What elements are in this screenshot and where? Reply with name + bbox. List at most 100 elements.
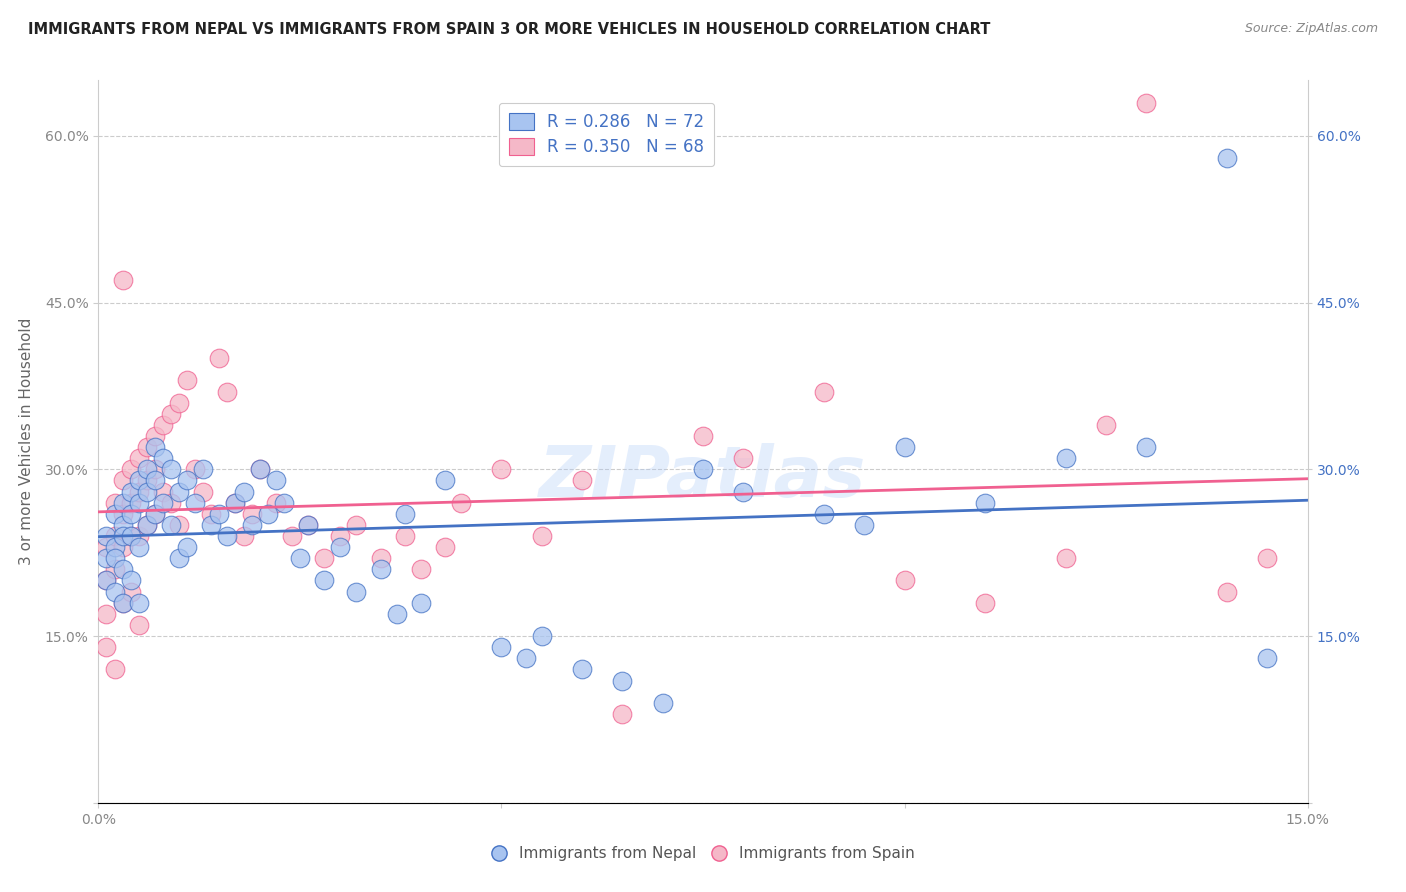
Point xyxy=(733,451,755,466)
Point xyxy=(103,551,125,566)
Point xyxy=(128,474,150,488)
Point xyxy=(167,395,190,409)
Point xyxy=(152,484,174,499)
Point xyxy=(167,517,190,532)
Point xyxy=(530,629,553,643)
Point xyxy=(128,529,150,543)
Point xyxy=(160,496,183,510)
Point xyxy=(217,384,239,399)
Point xyxy=(96,529,118,543)
Text: Source: ZipAtlas.com: Source: ZipAtlas.com xyxy=(1244,22,1378,36)
Point xyxy=(853,517,876,532)
Point xyxy=(612,706,634,721)
Point xyxy=(143,440,166,454)
Point xyxy=(893,574,915,588)
Point xyxy=(111,496,134,510)
Point xyxy=(571,662,593,676)
Point xyxy=(111,596,134,610)
Point xyxy=(103,562,125,576)
Point xyxy=(370,562,392,576)
Point xyxy=(394,529,416,543)
Point xyxy=(434,474,457,488)
Point xyxy=(111,273,134,287)
Point xyxy=(329,529,352,543)
Point xyxy=(370,551,392,566)
Point xyxy=(344,584,367,599)
Point xyxy=(240,517,263,532)
Point xyxy=(167,484,190,499)
Point xyxy=(160,462,183,476)
Point xyxy=(120,484,142,499)
Point xyxy=(1054,451,1077,466)
Point xyxy=(249,462,271,476)
Point xyxy=(111,517,134,532)
Point xyxy=(111,474,134,488)
Point xyxy=(297,517,319,532)
Point xyxy=(329,540,352,554)
Point xyxy=(491,640,513,655)
Point xyxy=(103,529,125,543)
Point xyxy=(256,507,278,521)
Point xyxy=(152,451,174,466)
Point xyxy=(96,640,118,655)
Point xyxy=(1095,417,1118,432)
Point xyxy=(1256,551,1278,566)
Point xyxy=(176,373,198,387)
Point xyxy=(111,540,134,554)
Point xyxy=(96,551,118,566)
Point xyxy=(1256,651,1278,665)
Point xyxy=(1216,584,1239,599)
Point xyxy=(96,574,118,588)
Point xyxy=(184,462,207,476)
Point xyxy=(314,574,336,588)
Point xyxy=(974,596,997,610)
Point xyxy=(128,618,150,632)
Text: ZIPatlas: ZIPatlas xyxy=(540,443,866,512)
Point xyxy=(143,507,166,521)
Point xyxy=(135,517,157,532)
Point xyxy=(434,540,457,554)
Point xyxy=(160,407,183,421)
Point xyxy=(152,417,174,432)
Point xyxy=(450,496,472,510)
Point xyxy=(120,584,142,599)
Point xyxy=(893,440,915,454)
Point xyxy=(217,529,239,543)
Point xyxy=(120,529,142,543)
Point xyxy=(651,696,673,710)
Point xyxy=(200,517,222,532)
Point xyxy=(128,484,150,499)
Point xyxy=(184,496,207,510)
Point xyxy=(314,551,336,566)
Point xyxy=(288,551,311,566)
Point xyxy=(103,662,125,676)
Point xyxy=(120,574,142,588)
Point xyxy=(103,540,125,554)
Point xyxy=(385,607,408,621)
Point xyxy=(409,596,432,610)
Point xyxy=(135,474,157,488)
Point xyxy=(176,540,198,554)
Point xyxy=(1135,95,1157,110)
Point xyxy=(96,607,118,621)
Point xyxy=(208,351,231,366)
Point xyxy=(813,384,835,399)
Point xyxy=(111,562,134,576)
Point xyxy=(297,517,319,532)
Point xyxy=(143,429,166,443)
Point xyxy=(128,596,150,610)
Point xyxy=(264,496,287,510)
Point xyxy=(612,673,634,688)
Point xyxy=(200,507,222,521)
Point xyxy=(160,517,183,532)
Point xyxy=(249,462,271,476)
Point xyxy=(120,529,142,543)
Point xyxy=(111,507,134,521)
Point xyxy=(224,496,246,510)
Point xyxy=(530,529,553,543)
Point xyxy=(281,529,304,543)
Point xyxy=(692,429,714,443)
Point xyxy=(103,507,125,521)
Point xyxy=(273,496,295,510)
Point xyxy=(240,507,263,521)
